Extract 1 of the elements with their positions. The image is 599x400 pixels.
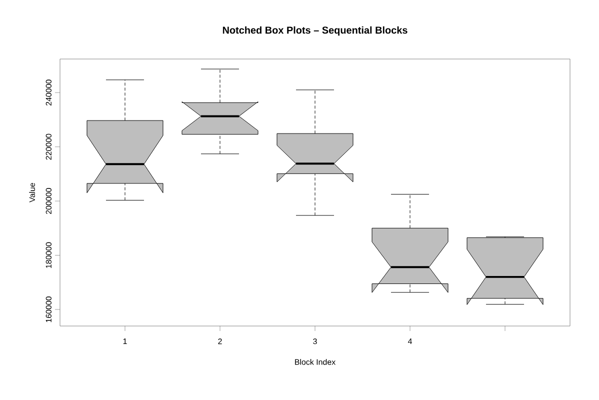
chart-title: Notched Box Plots – Sequential Blocks (222, 26, 408, 36)
